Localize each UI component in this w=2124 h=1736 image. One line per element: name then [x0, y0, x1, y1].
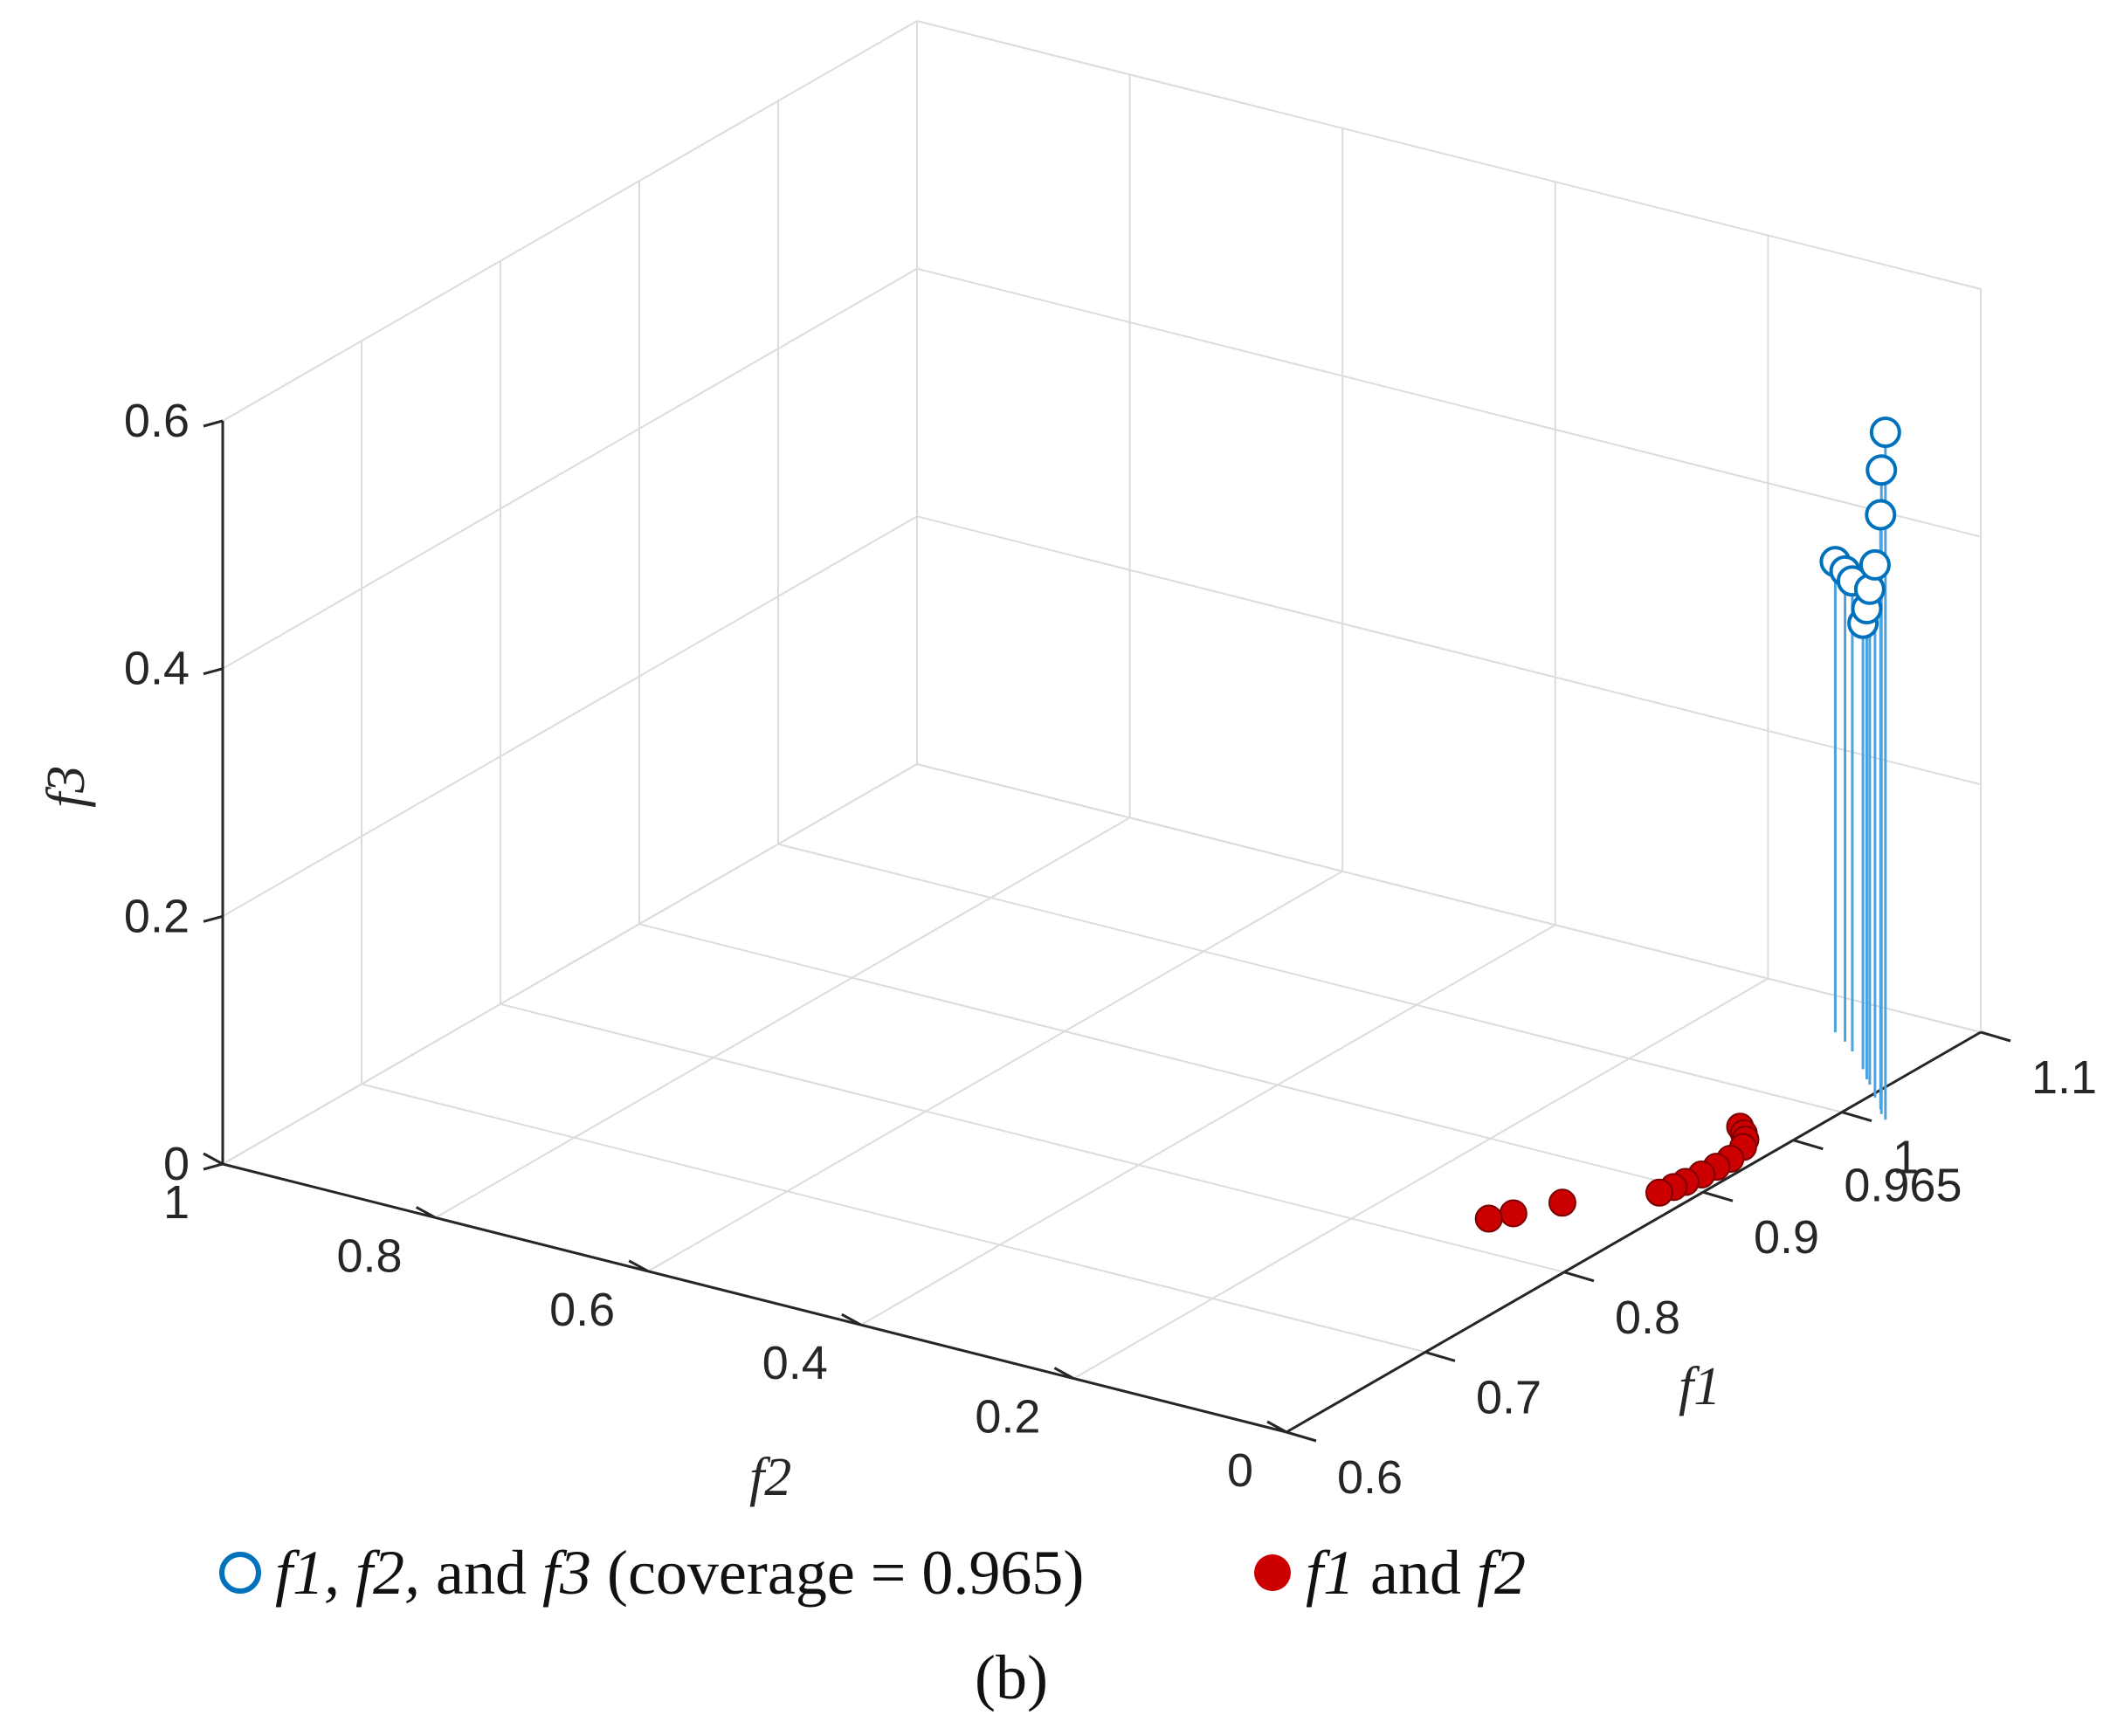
legend-filled-circle-icon	[1254, 1554, 1291, 1591]
floor-grid-line	[500, 1002, 1565, 1273]
f2-axis-label: f2	[749, 1448, 791, 1507]
f1-tick-mark	[1980, 1030, 2011, 1043]
data-point-open	[1869, 417, 1901, 449]
f2-tick-mark	[1053, 1367, 1075, 1380]
f2-tick-label: 0	[1227, 1444, 1253, 1497]
f3-tick-mark	[203, 1162, 224, 1171]
f2-tick-label: 0.2	[975, 1391, 1040, 1443]
tick-labels: 0 0.2 0.4 0.6 0 0.2 0.4 0.6 0.8 1 0.6 0.7 0.8 0.9 0.96…	[124, 395, 2097, 1504]
f1-axis-line	[1286, 1030, 1982, 1434]
wall-grid-line	[916, 20, 1982, 290]
stem-lines	[1833, 432, 1887, 1120]
wall-grid-line	[222, 20, 918, 422]
data-point-filled	[1474, 1204, 1503, 1233]
figure-caption: (b)	[975, 1643, 1048, 1712]
floor-grid-line	[435, 816, 1131, 1219]
wall-grid-line	[916, 515, 1982, 786]
f2-tick-mark	[628, 1259, 649, 1273]
f3-tick-mark	[203, 667, 224, 676]
wall-grid-line	[222, 763, 918, 1165]
f2-tick-label: 0.8	[337, 1230, 403, 1282]
f3-tick-label: 0	[163, 1138, 190, 1190]
f2-tick-label: 1	[163, 1176, 190, 1229]
f1-tick-mark	[1792, 1139, 1824, 1151]
f1-tick-mark	[1563, 1271, 1595, 1283]
f1-tick-label: 0.965	[1844, 1160, 1962, 1212]
f2-tick-mark	[1266, 1420, 1287, 1434]
floor-grid-line	[1072, 977, 1769, 1380]
f3-tick-label: 0.4	[124, 643, 190, 695]
f2-tick-label: 0.4	[762, 1337, 828, 1389]
wall-grid-line	[916, 267, 1982, 538]
grid-lines	[222, 20, 1982, 1433]
f1-tick-mark	[1841, 1111, 1872, 1123]
f1-axis-label: f1	[1679, 1357, 1721, 1416]
f1-tick-label: 1.1	[2031, 1051, 2097, 1104]
floor-grid-line	[647, 870, 1343, 1272]
f1-tick-mark	[1286, 1430, 1317, 1443]
f3-tick-label: 0.6	[124, 395, 190, 447]
f2-tick-mark	[203, 1152, 224, 1166]
legend-entry-2: f1 and f2	[1306, 1538, 1526, 1608]
f1-tick-label: 1	[1893, 1132, 1919, 1184]
wall-grid-line	[222, 267, 918, 670]
data-point-filled	[1548, 1188, 1576, 1217]
f2-tick-label: 0.6	[549, 1284, 615, 1336]
data-point-open	[1865, 499, 1897, 531]
f3-tick-mark	[203, 914, 224, 923]
f1-tick-mark	[1702, 1190, 1734, 1202]
data-point-filled	[1645, 1178, 1673, 1207]
floor-grid-line	[860, 924, 1556, 1326]
legend: f1, f2, and f3 (coverage = 0.965) f1 and…	[219, 1538, 1526, 1608]
f2-tick-mark	[841, 1312, 862, 1326]
legend-entry-1: f1, f2, and f3 (coverage = 0.965)	[275, 1538, 1084, 1608]
floor-grid-line	[777, 843, 1843, 1113]
floor-grid-line	[361, 1083, 1426, 1354]
f1-tick-label: 0.9	[1754, 1211, 1819, 1264]
axis-lines	[203, 419, 2011, 1443]
f3-tick-label: 0.2	[124, 890, 190, 942]
wall-grid-line	[222, 515, 918, 918]
f1-tick-label: 0.7	[1476, 1371, 1541, 1423]
f1-tick-mark	[1424, 1350, 1456, 1362]
wall-grid-line	[916, 763, 1982, 1033]
data-point-filled	[1499, 1199, 1527, 1228]
data-point-open	[1865, 454, 1898, 486]
f2-tick-mark	[415, 1206, 437, 1219]
data-point-open	[1858, 548, 1891, 581]
f3-axis-label: f3	[37, 766, 96, 808]
f3-tick-mark	[203, 419, 224, 428]
data-points	[1474, 417, 1901, 1233]
floor-grid-line	[638, 923, 1704, 1194]
legend-open-circle-icon	[219, 1552, 261, 1594]
f1-tick-label: 0.6	[1337, 1451, 1403, 1504]
f1-tick-label: 0.8	[1615, 1292, 1680, 1344]
f2-axis-line	[222, 1162, 1287, 1434]
